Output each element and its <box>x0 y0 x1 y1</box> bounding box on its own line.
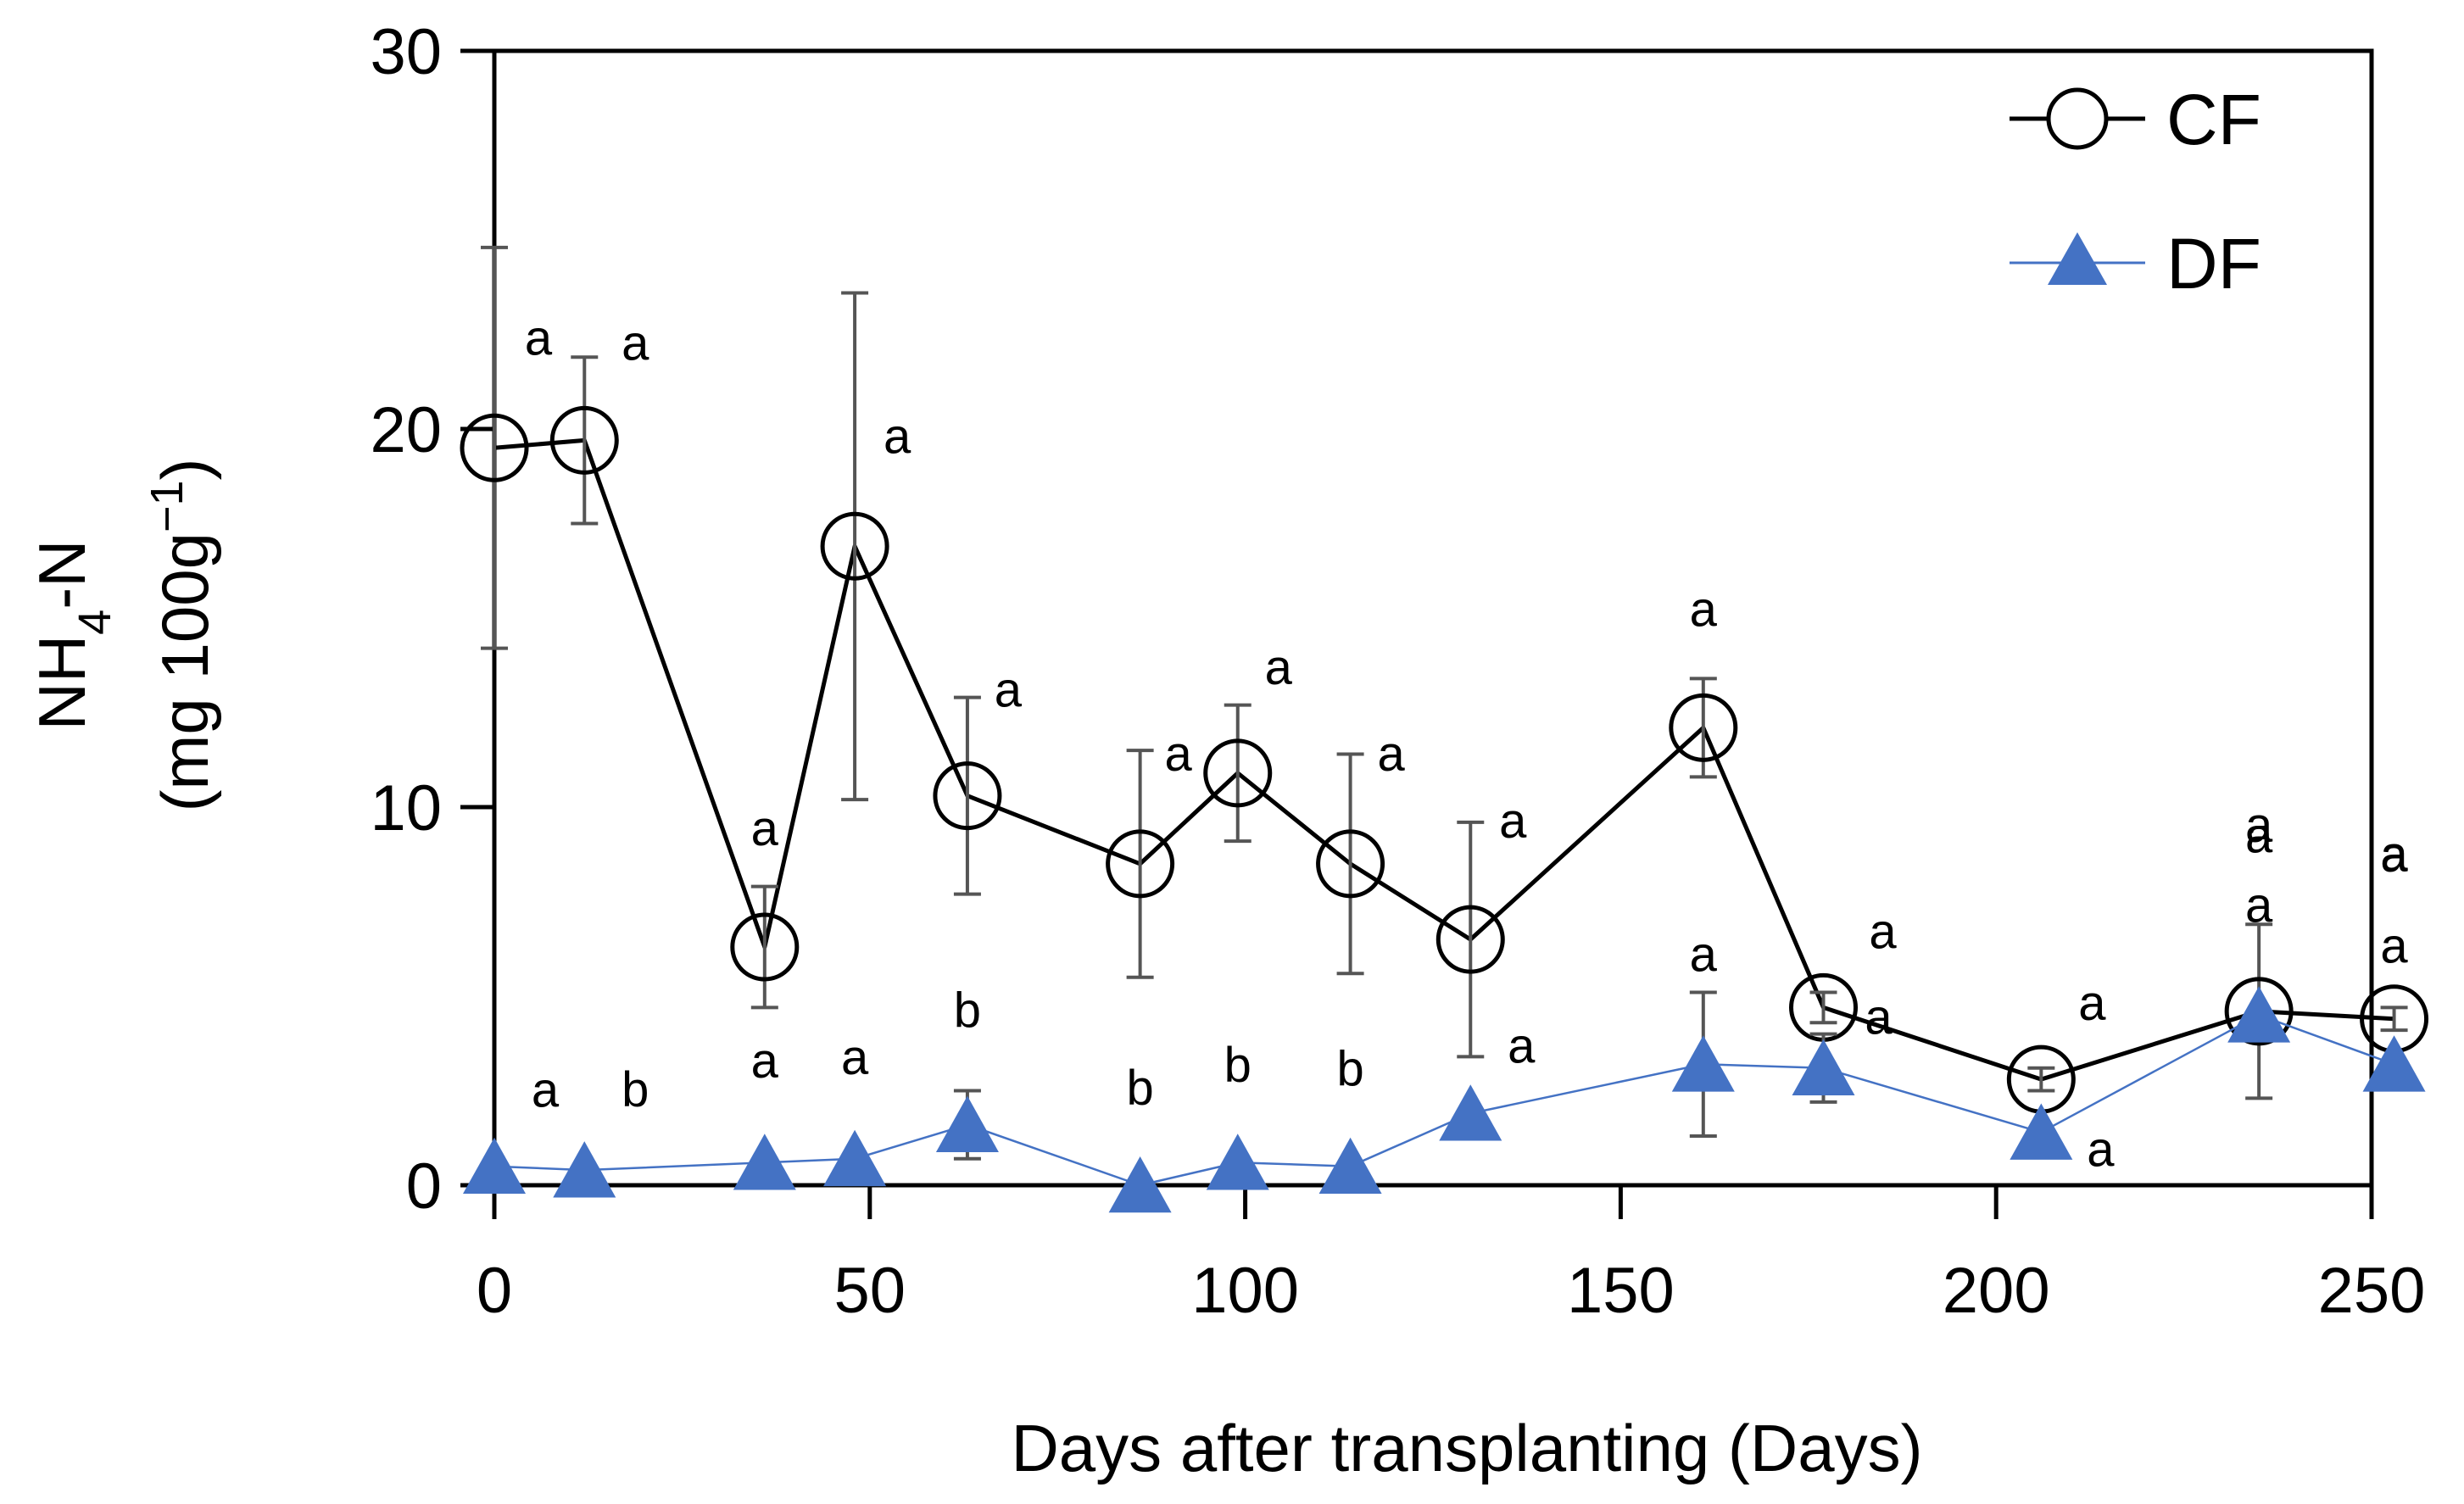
df-point-5 <box>1108 1156 1172 1213</box>
cf-letter-9: a <box>1690 582 1718 637</box>
cf-letter-8: a <box>1499 794 1527 849</box>
df-letter-7: b <box>1336 1042 1363 1097</box>
cf-point-7 <box>1316 829 1385 899</box>
df-letter-13: a <box>2380 918 2408 973</box>
df-letter-2: a <box>751 1033 779 1089</box>
y-axis-title-line1: NH4-N <box>25 539 120 730</box>
df-letter-5: b <box>1126 1061 1153 1116</box>
y-title-unit-prefix: (mg 100g <box>148 532 222 812</box>
x-axis-title: Days after transplanting (Days) <box>1011 1411 1922 1485</box>
y-tick-label-0: 0 <box>406 1150 442 1223</box>
legend-marker-df <box>2048 232 2107 285</box>
cf-letter-7: a <box>1377 727 1405 782</box>
cf-point-8 <box>1435 905 1505 974</box>
extra-letter-0: a <box>2245 809 2273 864</box>
cf-point-5 <box>1106 829 1175 899</box>
y-tick-label-30: 30 <box>370 16 442 88</box>
x-tick-label-50: 50 <box>834 1255 906 1327</box>
legend-label-cf: CF <box>2166 80 2261 159</box>
cf-letter-0: a <box>525 310 553 365</box>
df-letter-4: b <box>954 983 981 1039</box>
df-letter-9: a <box>1690 927 1718 982</box>
x-axis: 0 50 100 150 200 250 <box>477 1185 2426 1327</box>
legend-label-df: DF <box>2166 224 2261 304</box>
df-point-12 <box>2227 986 2291 1043</box>
df-point-11 <box>2010 1103 2073 1160</box>
cf-letter-1: a <box>622 315 649 370</box>
y-title-suffix: -N <box>25 539 99 609</box>
y-axis: 0 10 20 30 <box>370 16 494 1223</box>
y-title-unit-suffix: ) <box>148 458 222 480</box>
y-title-prefix: NH <box>25 635 99 731</box>
df-point-4 <box>935 1095 999 1152</box>
df-point-8 <box>1439 1084 1502 1141</box>
y-axis-title-line2: (mg 100g−1) <box>142 458 222 811</box>
df-point-13 <box>2362 1035 2426 1092</box>
series-df <box>463 986 2426 1213</box>
df-letter-8: a <box>1508 1018 1536 1073</box>
df-letter-1: b <box>622 1062 649 1117</box>
x-tick-label-150: 150 <box>1567 1255 1675 1327</box>
df-point-0 <box>463 1137 526 1194</box>
cf-point-12 <box>2224 977 2294 1046</box>
cf-letter-6: a <box>1265 640 1293 695</box>
x-tick-label-100: 100 <box>1191 1255 1299 1327</box>
cf-point-1 <box>549 405 619 475</box>
df-point-10 <box>1792 1039 1855 1096</box>
cf-letter-2: a <box>751 801 779 856</box>
cf-letter-11: a <box>2078 976 2106 1031</box>
df-point-1 <box>553 1141 616 1198</box>
cf-letter-3: a <box>884 409 911 464</box>
legend-marker-cf <box>2046 87 2109 150</box>
df-letter-10: a <box>1865 990 1893 1045</box>
df-point-9 <box>1671 1035 1735 1092</box>
cf-letter-10: a <box>1869 904 1897 959</box>
cf-line <box>493 437 2394 1082</box>
cf-point-2 <box>730 912 800 982</box>
x-tick-label-200: 200 <box>1943 1255 2050 1327</box>
cf-letter-12: a <box>2245 798 2273 853</box>
cf-point-4 <box>933 761 1002 831</box>
y-title-subscript: 4 <box>70 610 120 635</box>
y-tick-label-10: 10 <box>370 772 442 844</box>
cf-letter-13: a <box>2380 827 2408 882</box>
df-letter-11: a <box>2087 1122 2115 1178</box>
df-letter-0: a <box>532 1063 560 1118</box>
df-letter-12: a <box>2245 877 2273 933</box>
df-point-7 <box>1318 1137 1382 1194</box>
cf-point-0 <box>460 413 529 482</box>
cf-letter-5: a <box>1164 727 1192 782</box>
series-cf <box>460 245 2429 1114</box>
df-point-2 <box>733 1134 796 1190</box>
y-title-superscript: −1 <box>142 480 192 532</box>
extra-letter-1: a <box>2380 827 2408 883</box>
df-letter-3: a <box>841 1030 869 1085</box>
cf-letter-4: a <box>995 663 1023 718</box>
legend: CF DF <box>2010 80 2261 304</box>
cf-point-3 <box>820 511 889 581</box>
x-tick-label-250: 250 <box>2318 1255 2426 1327</box>
df-point-3 <box>823 1129 887 1187</box>
y-tick-label-20: 20 <box>370 394 442 466</box>
cf-point-9 <box>1669 693 1738 762</box>
df-letter-6: b <box>1224 1038 1252 1093</box>
df-point-6 <box>1206 1134 1269 1190</box>
x-tick-label-0: 0 <box>477 1255 512 1327</box>
cf-point-6 <box>1203 738 1273 808</box>
